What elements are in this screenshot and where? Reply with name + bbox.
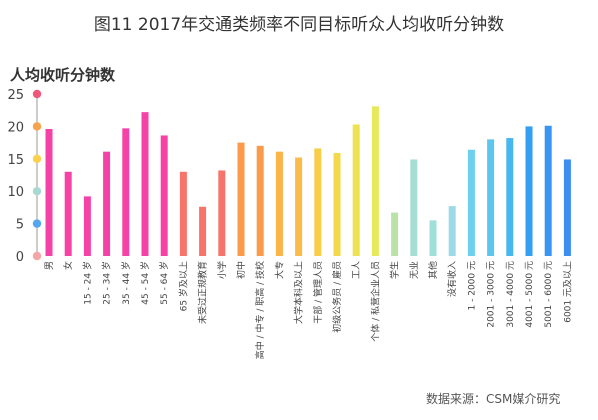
x-tick-label: 2001 - 3000 元 bbox=[487, 261, 497, 328]
chart-title: 图11 2017年交通类频率不同目标听众人均收听分钟数 bbox=[93, 15, 505, 35]
x-tick-label: 小学 bbox=[216, 261, 228, 279]
x-tick-label: 无业 bbox=[409, 261, 420, 279]
y-tick-dot bbox=[32, 154, 42, 163]
y-tick-label: 15 bbox=[7, 153, 24, 168]
bar bbox=[122, 128, 130, 256]
y-tick-dot bbox=[32, 251, 42, 261]
bar bbox=[179, 171, 187, 256]
x-tick-label: 15 - 24 岁 bbox=[81, 261, 93, 305]
x-tick-label: 1 - 2000 元 bbox=[467, 261, 477, 310]
bar bbox=[525, 126, 533, 257]
bar bbox=[467, 149, 475, 256]
bar bbox=[429, 220, 437, 256]
data-source: 数据来源：CSM媒介研究 bbox=[426, 392, 561, 406]
bar bbox=[333, 152, 341, 256]
x-tick-label: 男 bbox=[44, 261, 55, 270]
bar bbox=[391, 212, 399, 256]
y-tick-label: 20 bbox=[7, 120, 24, 135]
x-tick-label: 35 - 44 岁 bbox=[120, 261, 132, 305]
x-tick-label: 45 - 54 岁 bbox=[139, 261, 151, 305]
y-tick-dot bbox=[32, 187, 42, 196]
x-tick-label: 未受过正规教育 bbox=[197, 261, 209, 324]
x-tick-label: 25 - 34 岁 bbox=[101, 261, 113, 305]
y-tick-label: 25 bbox=[7, 88, 24, 103]
bar bbox=[256, 145, 264, 256]
x-tick-label: 3001 - 4000 元 bbox=[506, 261, 516, 328]
x-tick-label: 高中 / 中专 / 职高 / 技校 bbox=[254, 261, 266, 359]
bar bbox=[64, 171, 72, 256]
x-tick-label: 个体 / 私营企业人员 bbox=[369, 261, 381, 342]
x-tick-label: 6001 元及以上 bbox=[562, 261, 573, 323]
bar bbox=[295, 157, 303, 256]
x-tick-label: 65 岁及以上 bbox=[177, 261, 189, 311]
x-tick-label: 大学本科及以上 bbox=[293, 261, 305, 324]
bar bbox=[410, 159, 418, 256]
bar bbox=[275, 151, 283, 256]
y-tick-label: 0 bbox=[16, 250, 24, 265]
bar bbox=[314, 148, 322, 256]
x-tick-label: 干部 / 管理人员 bbox=[312, 261, 324, 324]
bar bbox=[563, 159, 571, 256]
bar bbox=[45, 128, 53, 256]
bar bbox=[141, 112, 149, 256]
x-tick-label: 没有收入 bbox=[446, 261, 458, 297]
y-tick-dot bbox=[32, 89, 42, 99]
bar bbox=[506, 138, 514, 256]
bar bbox=[352, 124, 360, 257]
x-tick-label: 初级公务员 / 雇员 bbox=[331, 261, 343, 333]
x-tick-label: 大专 bbox=[273, 261, 285, 279]
x-tick-label: 其他 bbox=[427, 261, 439, 279]
bar bbox=[448, 206, 456, 256]
x-tick-label: 55 - 64 岁 bbox=[158, 261, 170, 305]
y-tick-label: 5 bbox=[16, 218, 24, 233]
bar bbox=[218, 170, 226, 256]
x-tick-label: 女 bbox=[62, 261, 74, 270]
y-tick-label: 10 bbox=[7, 185, 24, 200]
bar bbox=[237, 142, 245, 256]
bar bbox=[487, 139, 495, 256]
x-tick-label: 初中 bbox=[235, 261, 247, 279]
bar bbox=[103, 151, 111, 256]
y-tick-dot bbox=[32, 219, 42, 228]
y-tick-dot bbox=[32, 122, 42, 131]
bar bbox=[371, 106, 379, 256]
bar bbox=[544, 125, 552, 256]
bar bbox=[83, 196, 91, 256]
bar bbox=[199, 206, 207, 256]
y-axis-title: 人均收听分钟数 bbox=[10, 66, 116, 84]
x-tick-label: 工人 bbox=[351, 261, 362, 279]
x-tick-label: 4001 - 5000 元 bbox=[525, 261, 535, 328]
x-tick-label: 5001 - 6000 元 bbox=[544, 261, 554, 328]
bar bbox=[160, 135, 168, 256]
x-tick-label: 学生 bbox=[389, 261, 401, 279]
